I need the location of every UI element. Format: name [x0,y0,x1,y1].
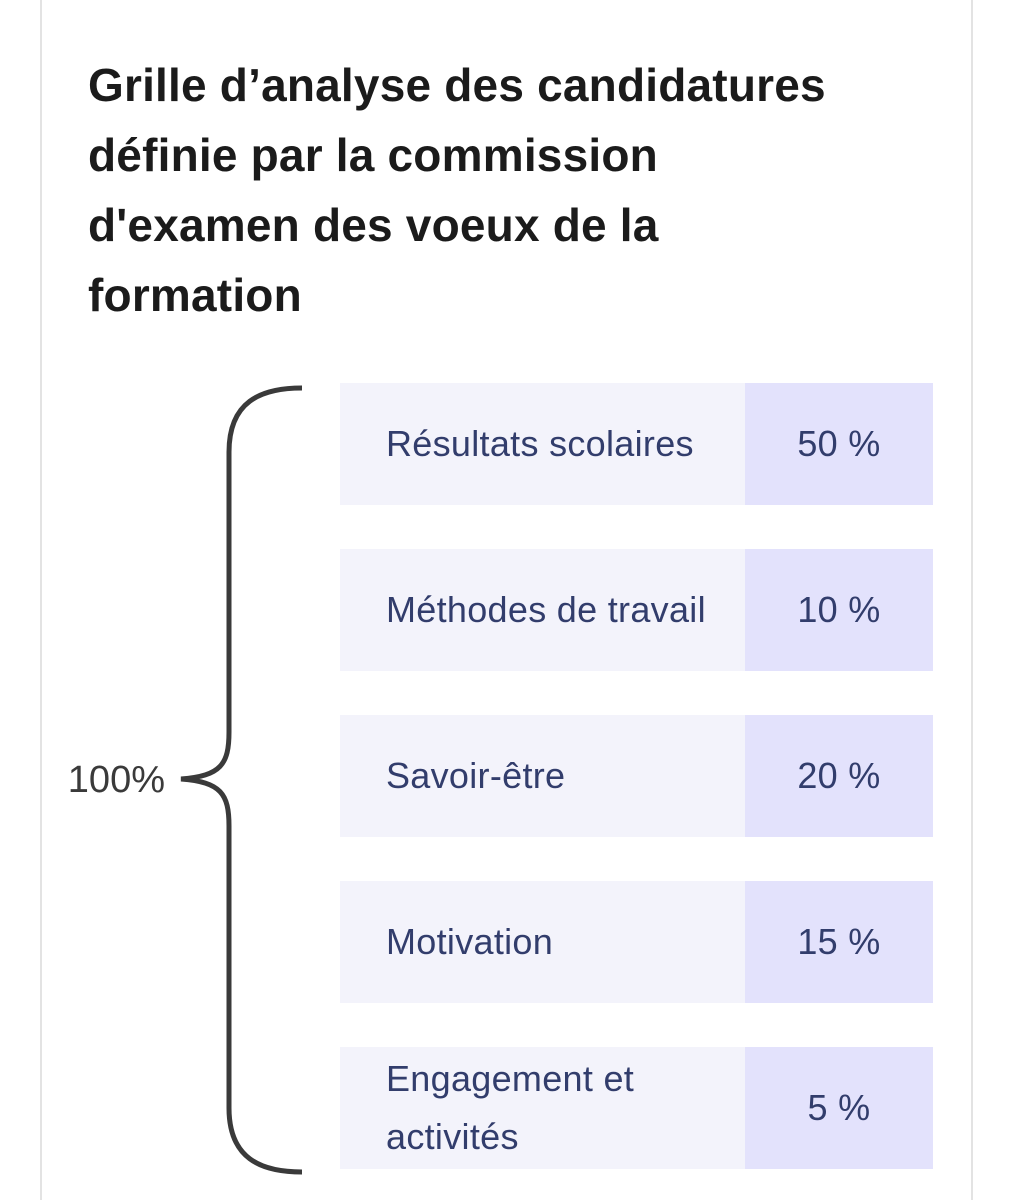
table-row: Savoir-être 20 % [340,715,933,837]
table-row: Engagement et activités 5 % [340,1047,933,1169]
criterion-label: Méthodes de travail [386,589,706,630]
page-title-line: d'examen des voeux de la [88,199,659,252]
criterion-weight-cell: 50 % [745,383,933,505]
page-title-line: formation [88,269,302,322]
criterion-label: Motivation [386,921,554,962]
criterion-label-cell: Engagement et activités [340,1047,745,1169]
criterion-weight-cell: 10 % [745,549,933,671]
table-row: Motivation 15 % [340,881,933,1003]
table-row: Résultats scolaires 50 % [340,383,933,505]
criterion-label: Résultats scolaires [386,423,694,464]
page-title-line: définie par la commission [88,129,658,182]
criterion-weight-cell: 15 % [745,881,933,1003]
right-card-border [971,0,973,1200]
criterion-weight-cell: 5 % [745,1047,933,1169]
criterion-label: Engagement et activités [386,1058,635,1157]
curly-brace-icon [180,385,303,1175]
left-card-border [40,0,42,1200]
page-title-line: Grille d’analyse des candidatures [88,59,826,112]
criterion-weight-cell: 20 % [745,715,933,837]
criterion-label-cell: Méthodes de travail [340,549,745,671]
criterion-label: Savoir-être [386,755,566,796]
criterion-label-cell: Résultats scolaires [340,383,745,505]
page-title: Grille d’analyse des candidatures défini… [88,50,948,330]
table-row: Méthodes de travail 10 % [340,549,933,671]
criterion-label-cell: Motivation [340,881,745,1003]
total-percentage-label: 100% [67,759,165,801]
criteria-table: Résultats scolaires 50 % Méthodes de tra… [340,383,933,1169]
criterion-label-cell: Savoir-être [340,715,745,837]
